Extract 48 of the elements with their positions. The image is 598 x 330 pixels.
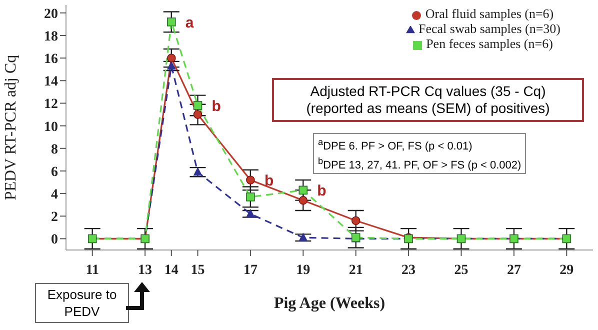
y-axis-title: PEDV RT-PCR adj Cq (2, 54, 20, 200)
point (246, 192, 255, 202)
point (246, 176, 255, 184)
point (166, 60, 176, 70)
annotation: b (264, 172, 274, 190)
text: Exposure to PEDV (35, 283, 129, 323)
y-tick-label: 16 (44, 52, 58, 68)
x-tick-label: 19 (296, 262, 310, 278)
y-tick-label: 20 (44, 6, 58, 22)
annotation: b (212, 98, 221, 115)
x-tick-label: 14 (164, 262, 178, 278)
y-tick-label: 0 (51, 232, 58, 248)
x-tick-label: 21 (348, 262, 363, 278)
point (298, 186, 308, 195)
annotation: b (317, 182, 326, 200)
point (246, 208, 255, 218)
point (298, 232, 308, 242)
y-tick-label: 8 (51, 142, 58, 158)
legend-label: Fecal swab samples (n=30) (418, 21, 560, 36)
x-tick-label: 27 (506, 262, 521, 278)
x-tick-label: 29 (560, 262, 574, 278)
x-tick-label: 11 (86, 262, 99, 278)
y-tick-label: 4 (51, 188, 58, 203)
x-tick-label: 13 (138, 262, 152, 278)
y-tick-label: 18 (44, 29, 58, 44)
legend-label: Pen feces samples (n=6) (426, 36, 553, 51)
annotation: a (185, 14, 194, 32)
y-tick-label: 10 (44, 120, 58, 135)
point (193, 101, 202, 110)
annotation: Adjusted RT-PCR Cq values (35 - Cq) (reported as means (SEM) of positives) (272, 78, 584, 122)
y-tick-label: 12 (44, 97, 58, 112)
y-tick-label: 14 (44, 74, 58, 90)
point (351, 216, 360, 226)
x-axis-title: Pig Age (Weeks) (274, 295, 386, 312)
legend-label: Oral fluid samples (n=6) (425, 6, 554, 21)
annotation: $^{a}$DPE 6. PF > OF, FS (p < 0.01) (318, 136, 474, 154)
point (298, 196, 308, 205)
y-tick-label: 2 (51, 210, 58, 226)
point (193, 110, 202, 119)
x-tick-label: 23 (402, 262, 416, 278)
x-tick-label: 25 (454, 262, 468, 278)
point (193, 167, 202, 176)
x-tick-label: 15 (190, 262, 205, 278)
annotation: $^{b}$DPE 13, 27, 41. PF, OF > FS (p < 0.002) (318, 154, 522, 172)
point (167, 18, 176, 26)
point (167, 54, 176, 62)
y-tick-label: 6 (51, 164, 58, 180)
x-tick-label: 17 (243, 262, 258, 278)
